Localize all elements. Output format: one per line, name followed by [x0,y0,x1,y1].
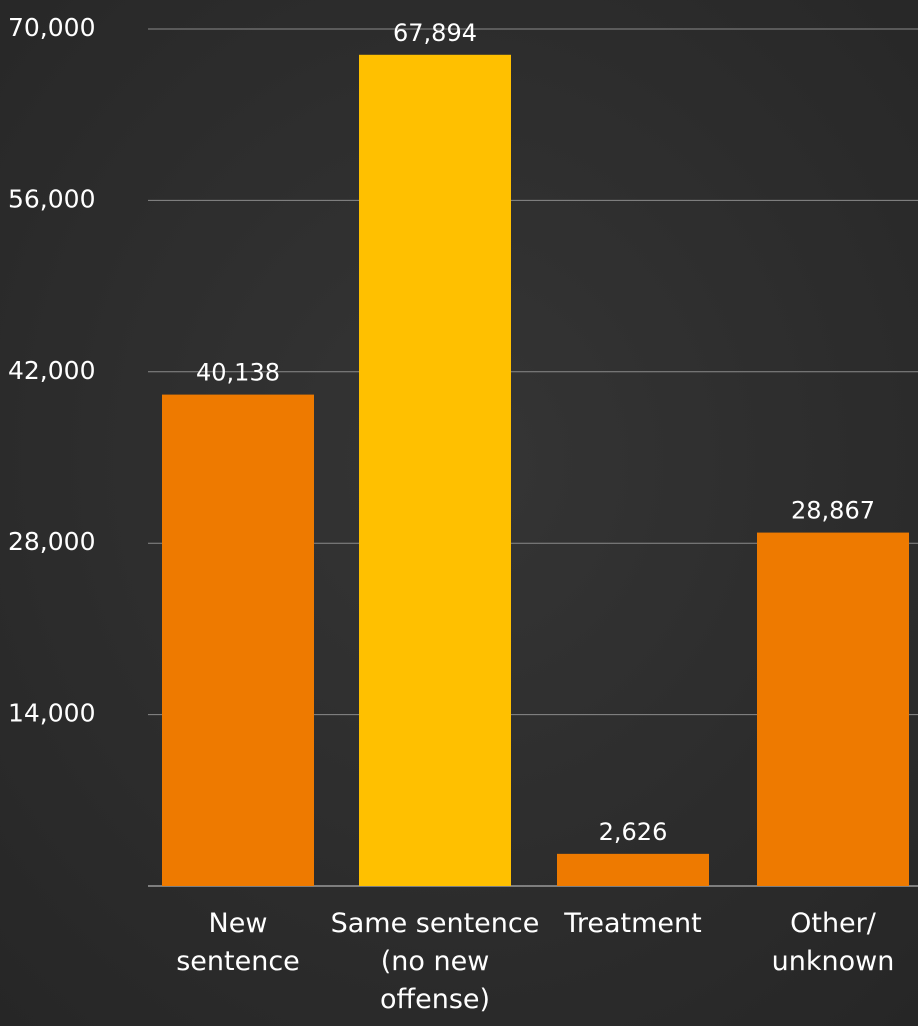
category-label: Same sentence [331,908,540,939]
category-label: Other/ [790,908,877,939]
category-label: Treatment [563,908,701,939]
y-tick-label: 42,000 [8,356,95,385]
y-tick-label: 28,000 [8,527,95,556]
y-tick-label: 14,000 [8,699,95,728]
category-label: unknown [772,946,895,977]
bar [359,54,511,887]
bar [162,394,314,886]
bars [162,54,909,887]
data-label: 28,867 [791,497,875,525]
y-tick-label: 70,000 [8,13,95,42]
category-label: (no new [381,946,490,977]
data-labels: 40,138 67,894 2,626 28,867 [196,19,875,846]
category-label: New [209,908,268,939]
category-label: sentence [176,946,300,977]
data-label: 2,626 [599,818,668,846]
bar [757,532,909,886]
data-label: 40,138 [196,359,280,387]
category-label: offense) [380,984,490,1015]
bar [557,853,709,886]
x-axis-category-labels: New sentence Same sentence (no new offense) T… [176,908,894,1015]
y-tick-label: 56,000 [8,184,95,213]
data-label: 67,894 [393,19,477,47]
y-axis-tick-labels: 14,000 28,000 42,000 56,000 70,000 [8,13,95,728]
